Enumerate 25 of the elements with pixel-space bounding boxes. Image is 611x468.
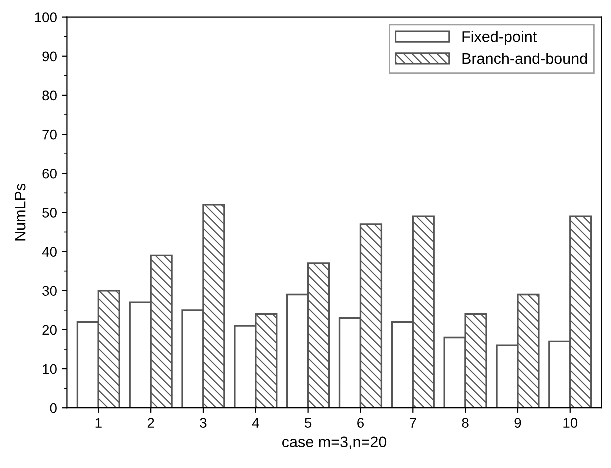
x-tick-label: 10 xyxy=(564,418,578,428)
x-tick-label: 5 xyxy=(305,418,312,428)
x-tick-label: 9 xyxy=(514,418,522,428)
y-tick-label: 30 xyxy=(42,286,57,296)
y-tick-label: 10 xyxy=(43,364,57,374)
x-tick-label: 8 xyxy=(462,418,469,428)
legend-label: Fixed-point xyxy=(462,31,538,46)
x-tick-label: 6 xyxy=(358,418,364,428)
y-tick-label: 60 xyxy=(42,168,57,179)
y-tick-label: 50 xyxy=(42,208,57,218)
y-tick-label: 40 xyxy=(42,247,57,257)
legend-label: Branch-and-bound xyxy=(462,52,588,64)
y-axis-title: NumLPs xyxy=(15,184,26,241)
y-tick-label: 80 xyxy=(42,90,57,101)
x-tick-label: 2 xyxy=(148,418,154,428)
x-tick-label: 1 xyxy=(96,418,102,428)
x-tick-label: 7 xyxy=(410,418,416,428)
y-tick-label: 0 xyxy=(50,403,57,414)
y-tick-label: 90 xyxy=(42,52,57,62)
x-axis-title: case m=3,n=20 xyxy=(282,436,387,450)
y-tick-label: 20 xyxy=(42,325,57,336)
x-tick-label: 3 xyxy=(200,418,207,428)
x-tick-label: 4 xyxy=(252,418,260,428)
y-tick-label: 100 xyxy=(35,12,57,22)
y-tick-label: 70 xyxy=(42,130,57,140)
